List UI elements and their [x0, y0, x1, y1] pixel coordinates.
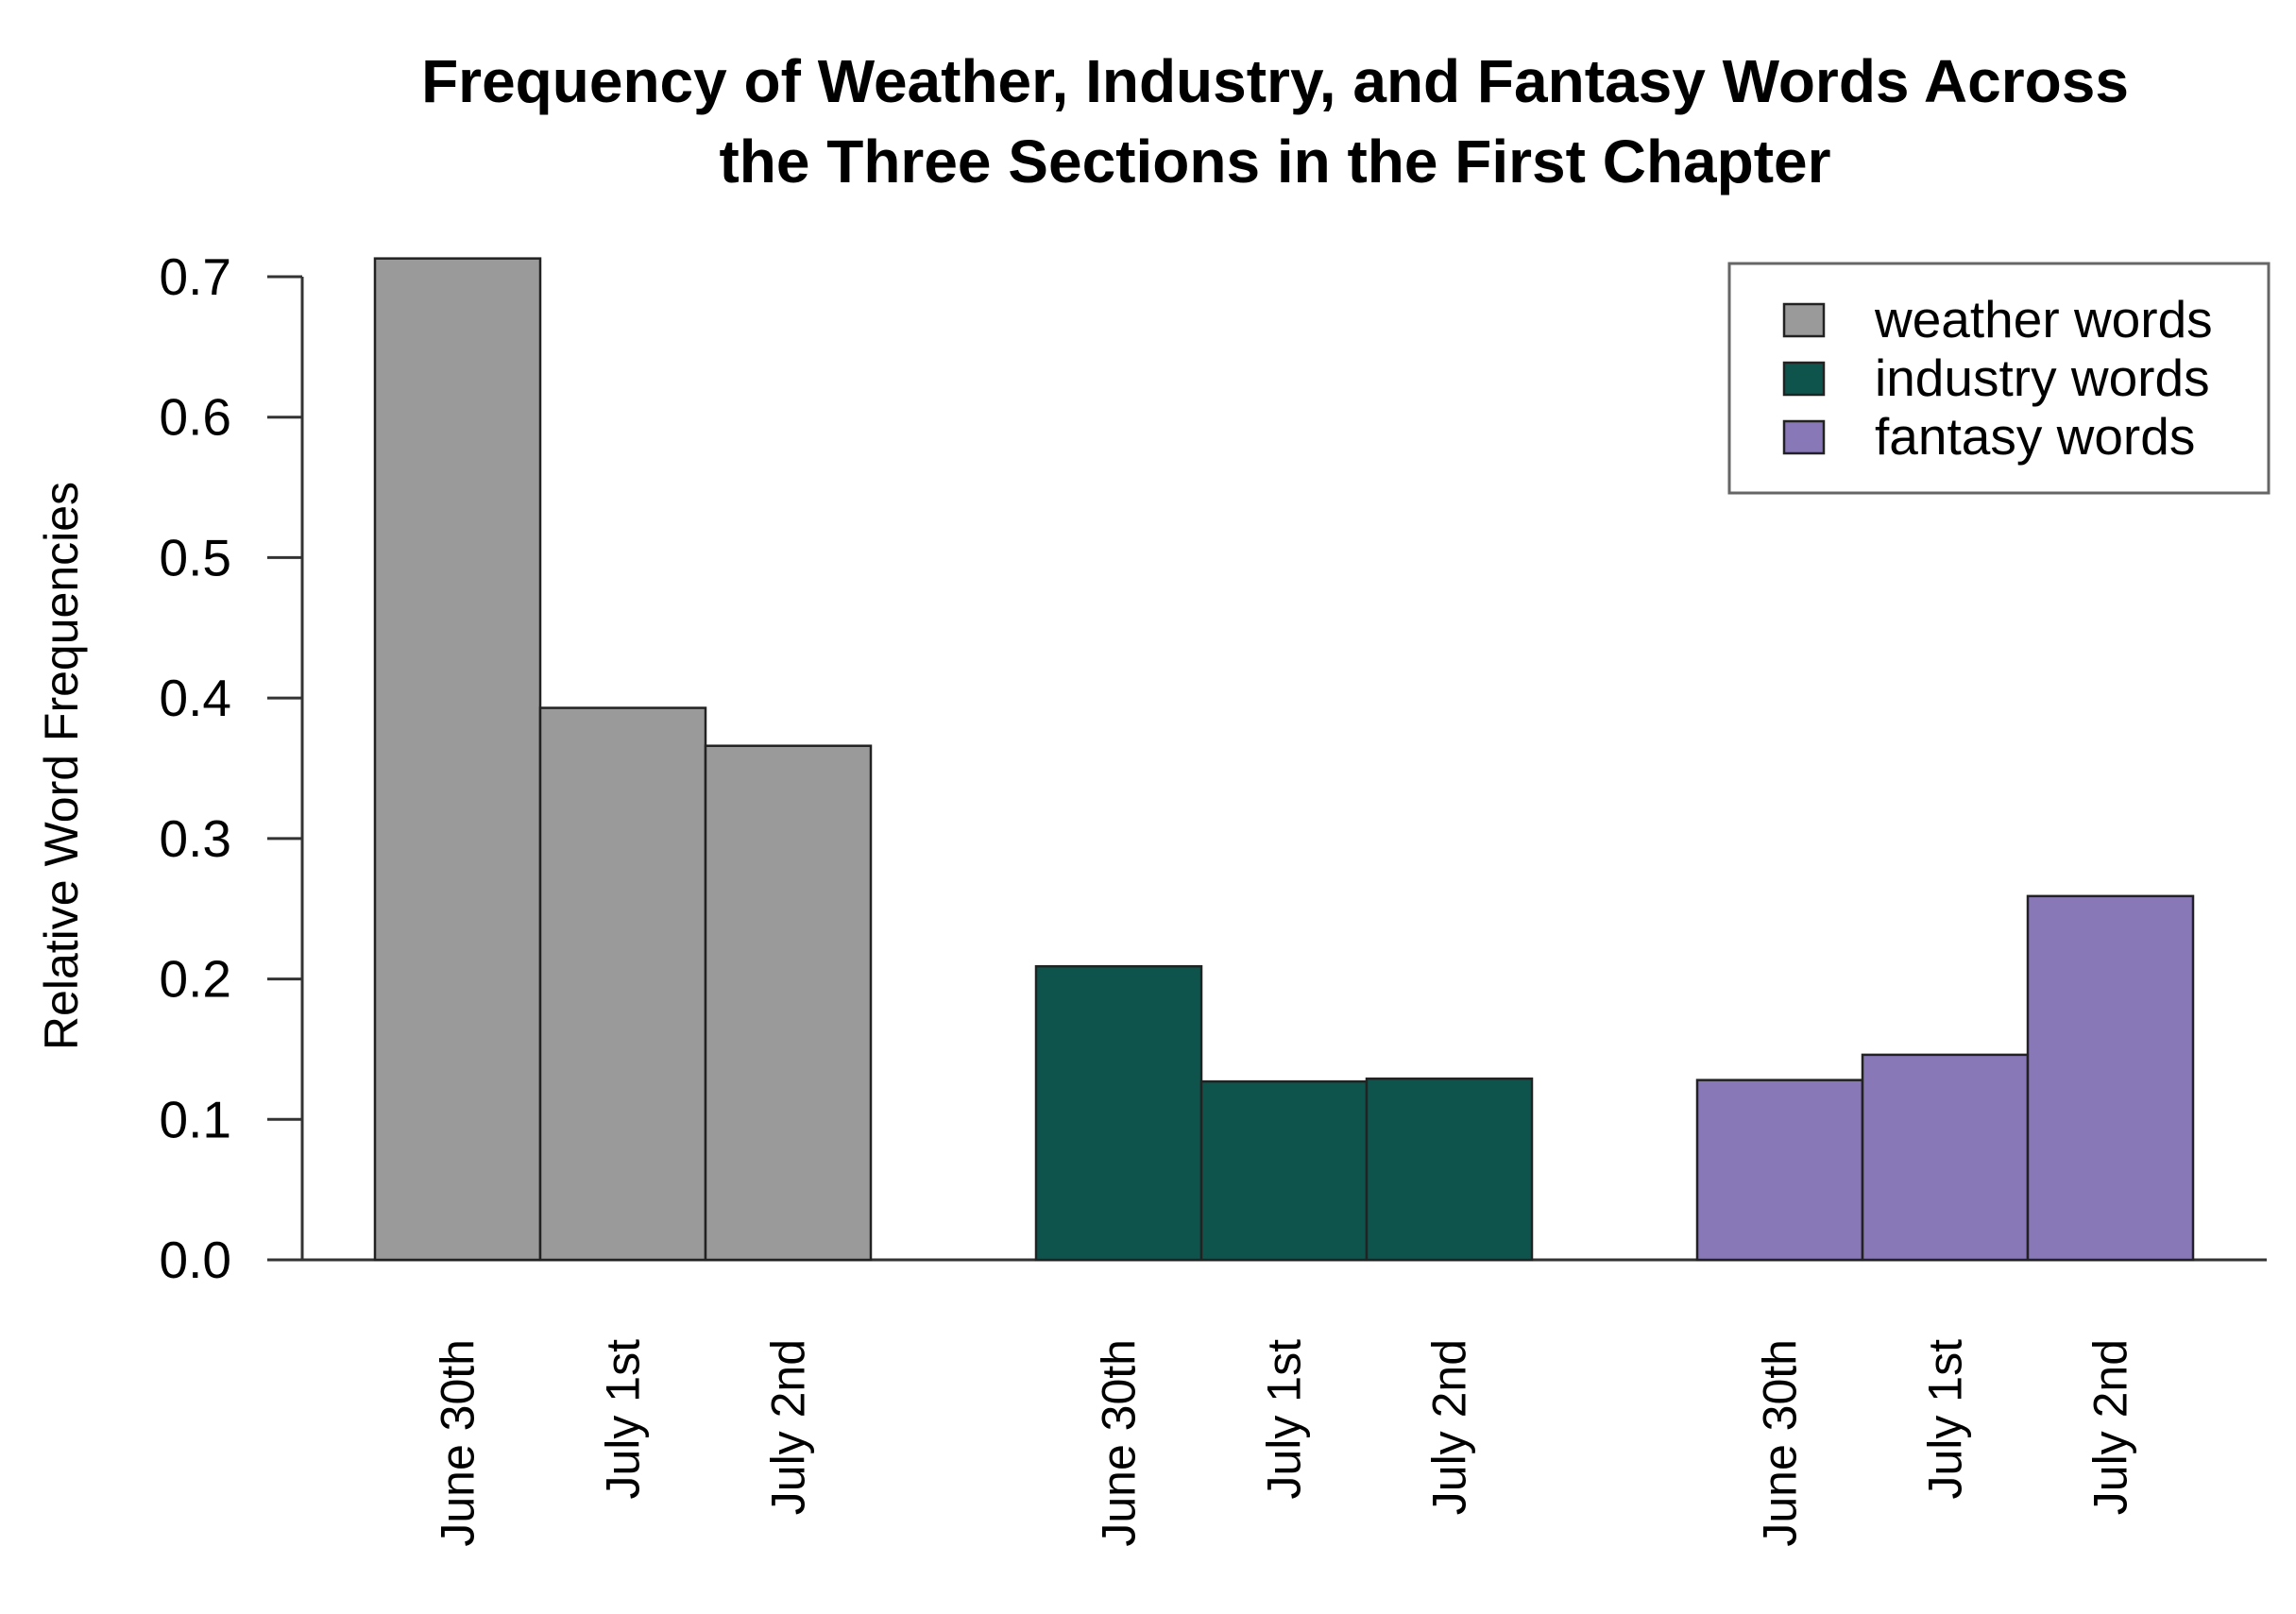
- bar-weather-words-july-1st: [538, 706, 707, 1262]
- bar-weather-words-july-2nd: [704, 744, 873, 1262]
- legend-swatch: [1782, 419, 1826, 455]
- y-tick-label: 0.2: [160, 950, 231, 1009]
- x-tick-label: June 30th: [1093, 1339, 1146, 1547]
- x-tick-label: June 30th: [432, 1339, 485, 1547]
- y-tick-label: 0.3: [160, 809, 231, 868]
- y-tick-label: 0.1: [160, 1090, 231, 1148]
- x-tick-label: July 2nd: [2084, 1339, 2137, 1515]
- y-axis: 0.0 0.1 0.2 0.3 0.4 0.5 0.6 0.7: [160, 247, 304, 1289]
- chart-title-line-2: the Three Sections in the First Chapter: [719, 127, 1830, 195]
- x-tick-label: July 2nd: [762, 1339, 815, 1515]
- bar-industry-words-july-1st: [1199, 1079, 1369, 1262]
- legend-swatch: [1782, 361, 1826, 397]
- y-tick-label: 0.5: [160, 528, 231, 586]
- y-tick-label: 0.7: [160, 247, 231, 306]
- bar-industry-words-july-2nd: [1365, 1077, 1534, 1262]
- bars-group: [267, 257, 2267, 1262]
- y-tick-label: 0.0: [160, 1231, 231, 1289]
- x-tick-label: July 1st: [597, 1339, 650, 1500]
- bar-fantasy-words-july-2nd: [2026, 894, 2195, 1262]
- y-tick-label: 0.4: [160, 669, 231, 727]
- bar-fantasy-words-june-30th: [1695, 1079, 1864, 1262]
- x-tick-label: July 1st: [1919, 1339, 1972, 1500]
- legend-label: weather words: [1874, 290, 2213, 348]
- x-tick-label: July 2nd: [1423, 1339, 1476, 1515]
- bar-fantasy-words-july-1st: [1861, 1053, 2030, 1262]
- y-tick-label: 0.6: [160, 388, 231, 447]
- bar-industry-words-june-30th: [1034, 964, 1203, 1262]
- bar-weather-words-june-30th: [373, 257, 542, 1262]
- y-axis-label: Relative Word Frequencies: [35, 482, 88, 1050]
- legend-label: fantasy words: [1875, 407, 2195, 466]
- chart-title-line-1: Frequency of Weather, Industry, and Fant…: [421, 47, 2129, 115]
- x-category-labels: June 30th July 1st July 2nd June 30th July 1…: [432, 1339, 2137, 1547]
- x-tick-label: July 1st: [1258, 1339, 1311, 1500]
- x-tick-label: June 30th: [1754, 1339, 1807, 1547]
- legend-label: industry words: [1875, 348, 2210, 407]
- legend-swatch: [1782, 302, 1826, 338]
